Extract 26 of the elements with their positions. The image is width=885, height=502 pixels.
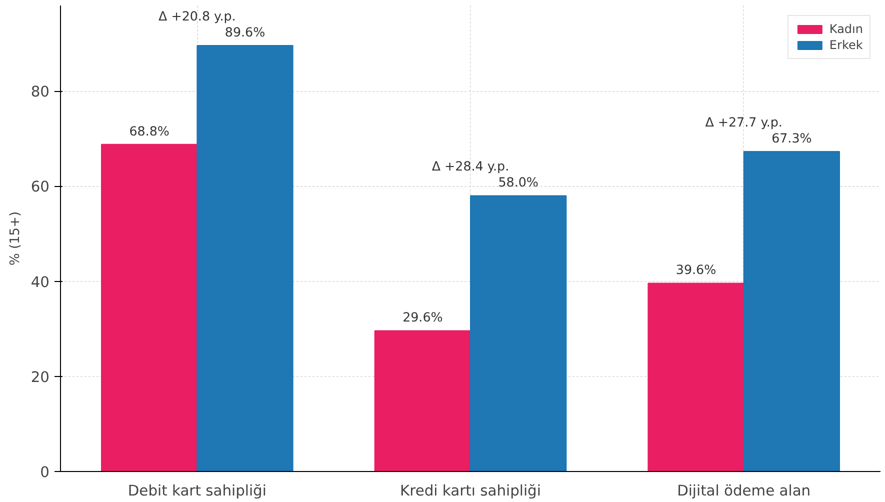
annotation: Δ +20.8 y.p. bbox=[158, 8, 236, 24]
text: 29.6% bbox=[402, 310, 443, 325]
bar bbox=[470, 195, 567, 472]
text: 68.8% bbox=[129, 123, 170, 138]
x-tick-label: Dijital ödeme alan bbox=[677, 482, 811, 500]
text: 58.0% bbox=[498, 174, 538, 190]
text: 89.6% bbox=[224, 24, 266, 40]
x-tick-label: Kredi kartı sahipliği bbox=[400, 482, 541, 500]
bar bbox=[196, 44, 294, 472]
bar bbox=[101, 144, 198, 472]
text: 67.3% bbox=[772, 130, 812, 146]
text: 39.6% bbox=[676, 262, 716, 278]
legend-label: Kadın bbox=[829, 22, 863, 36]
annotation: Δ +27.7 y.p. bbox=[705, 114, 782, 130]
bar bbox=[374, 330, 471, 472]
annotation: Δ +28.4 y.p. bbox=[432, 158, 510, 174]
y-axis-title: % (15+) bbox=[8, 211, 23, 266]
bar bbox=[743, 150, 840, 472]
y-tick-label: 20 bbox=[30, 368, 50, 386]
y-tick-label: 60 bbox=[30, 178, 50, 196]
y-tick-label: 40 bbox=[30, 274, 50, 291]
legend-label: Erkek bbox=[829, 38, 863, 52]
y-tick-label: 80 bbox=[30, 84, 50, 101]
x-tick-label: Debit kart sahipliği bbox=[128, 482, 266, 500]
bar bbox=[648, 282, 744, 472]
y-tick-label: 0 bbox=[40, 464, 50, 481]
